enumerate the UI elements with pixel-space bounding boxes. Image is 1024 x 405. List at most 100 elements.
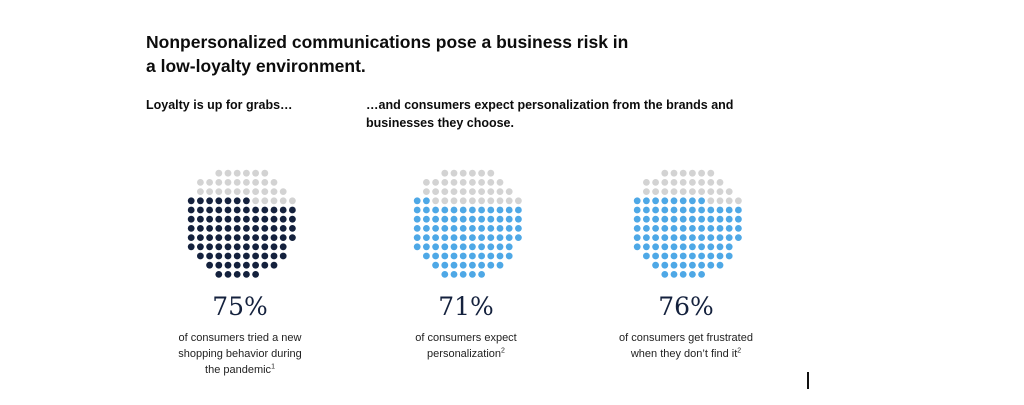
dot-filled — [469, 225, 476, 232]
dot-filled — [496, 243, 504, 251]
dot-empty — [698, 188, 705, 195]
dot-empty — [441, 188, 449, 195]
dot-filled — [289, 234, 296, 241]
dot-empty — [289, 197, 296, 205]
dot-filled — [679, 252, 687, 260]
dot-empty — [716, 179, 724, 186]
dot-filled — [413, 197, 421, 205]
dot-filled — [652, 261, 659, 269]
dot-filled — [197, 215, 204, 223]
dot-filled — [643, 234, 650, 241]
dot-empty — [735, 197, 742, 205]
dot-filled — [261, 215, 269, 223]
dot-filled — [459, 206, 467, 214]
dot-filled — [487, 252, 495, 260]
dot-filled — [432, 225, 439, 232]
dot-filled — [224, 225, 232, 232]
dot-filled — [423, 252, 430, 260]
dot-filled — [698, 261, 705, 269]
dot-filled — [215, 197, 223, 205]
dot-filled — [679, 271, 687, 278]
dot-filled — [716, 243, 724, 251]
dot-filled — [515, 225, 522, 232]
dot-empty — [643, 179, 650, 186]
dot-empty — [643, 188, 650, 195]
dot-filled — [413, 215, 421, 223]
dot-filled — [206, 215, 213, 223]
dot-filled — [679, 234, 687, 241]
dot-filled — [197, 206, 204, 214]
dot-empty — [469, 169, 476, 177]
dot-empty — [496, 179, 504, 186]
dot-filled — [441, 206, 449, 214]
dot-filled — [215, 271, 223, 278]
dot-empty — [505, 197, 513, 205]
dot-filled — [496, 206, 504, 214]
dot-empty — [487, 169, 495, 177]
dot-filled — [689, 197, 696, 205]
dot-filled — [661, 252, 669, 260]
dot-filled — [413, 243, 421, 251]
dot-filled — [707, 206, 715, 214]
dot-filled — [261, 225, 269, 232]
dot-filled — [707, 261, 715, 269]
dot-filled — [187, 234, 195, 241]
dot-filled — [197, 197, 204, 205]
dot-filled — [670, 225, 678, 232]
dot-filled — [206, 261, 213, 269]
dot-empty — [679, 188, 687, 195]
dot-filled — [432, 234, 439, 241]
dot-filled — [643, 252, 650, 260]
dot-filled — [459, 215, 467, 223]
dot-empty — [459, 169, 467, 177]
stat-value-frustrated: 76% — [658, 292, 714, 321]
dot-filled — [652, 215, 659, 223]
dot-filled — [252, 243, 259, 251]
desc-line: shopping behavior during — [178, 348, 302, 360]
dot-empty — [459, 197, 467, 205]
stat-value-expect-personalization: 71% — [438, 292, 494, 321]
dot-filled — [707, 215, 715, 223]
dot-filled — [270, 252, 278, 260]
dot-filled — [698, 243, 705, 251]
dot-filled — [735, 215, 742, 223]
dot-filled — [423, 234, 430, 241]
dot-filled — [450, 243, 458, 251]
dot-filled — [441, 271, 449, 278]
dot-filled — [441, 243, 449, 251]
dot-filled — [261, 234, 269, 241]
dot-filled — [423, 206, 430, 214]
dot-filled — [515, 206, 522, 214]
dot-filled — [279, 234, 287, 241]
dot-empty — [707, 169, 715, 177]
dot-empty — [450, 197, 458, 205]
dot-filled — [432, 206, 439, 214]
dot-filled — [661, 261, 669, 269]
dot-filled — [270, 206, 278, 214]
dot-filled — [197, 225, 204, 232]
dot-empty — [707, 197, 715, 205]
dot-filled — [725, 225, 733, 232]
dot-empty — [478, 169, 485, 177]
dot-empty — [441, 197, 449, 205]
dot-empty — [670, 188, 678, 195]
dot-filled — [289, 206, 296, 214]
dot-empty — [459, 188, 467, 195]
dot-filled — [652, 243, 659, 251]
dot-filled — [233, 271, 241, 278]
dot-filled — [496, 215, 504, 223]
dot-filled — [643, 197, 650, 205]
dot-filled — [187, 197, 195, 205]
desc-line: the pandemic1 — [130, 362, 350, 378]
dot-filled — [450, 261, 458, 269]
subtitle-right-line-2: businesses they choose. — [366, 116, 514, 130]
dot-filled — [459, 234, 467, 241]
dot-filled — [423, 243, 430, 251]
dot-empty — [505, 188, 513, 195]
dot-filled — [187, 225, 195, 232]
dot-filled — [243, 234, 250, 241]
dot-empty — [698, 179, 705, 186]
dot-filled — [233, 225, 241, 232]
dot-empty — [243, 188, 250, 195]
dot-filled — [459, 271, 467, 278]
